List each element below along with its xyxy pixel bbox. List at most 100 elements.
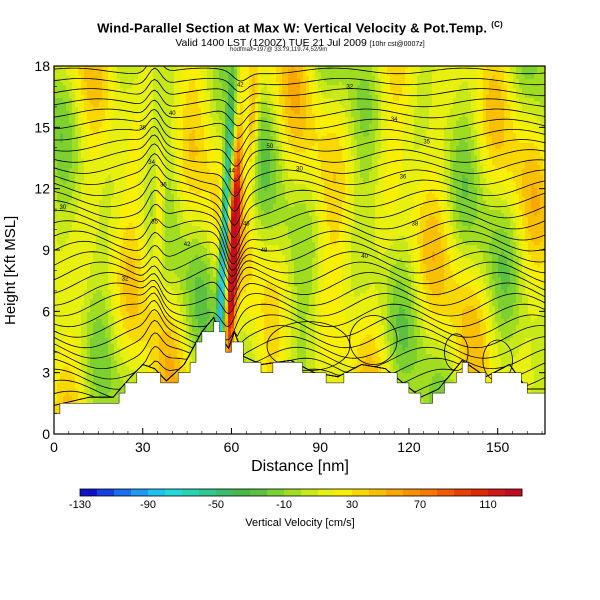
colorbar-tick-label: -130 xyxy=(69,499,91,511)
colorbar-swatch xyxy=(505,489,523,496)
y-tick-label: 15 xyxy=(34,119,50,135)
isentrope-line xyxy=(54,286,545,328)
colorbar-swatch xyxy=(284,489,302,496)
isentrope-line xyxy=(54,67,545,93)
terrain-profile xyxy=(54,321,545,434)
isentrope-line xyxy=(54,99,545,127)
y-tick-label: 12 xyxy=(34,181,50,197)
colorbar-swatch xyxy=(199,489,217,496)
isentrope-line xyxy=(54,251,545,285)
isentrope-label: 36 xyxy=(160,183,167,189)
isentrope-line xyxy=(54,309,545,349)
isentrope-line xyxy=(54,134,545,182)
isentrope-label: 34 xyxy=(148,160,155,166)
isentrope-label: 35 xyxy=(151,219,158,225)
x-tick-label: 0 xyxy=(50,439,58,455)
colorbar-swatch xyxy=(386,489,404,496)
y-tick-label: 18 xyxy=(34,58,50,74)
colorbar-swatch xyxy=(369,489,387,496)
colorbar-swatch xyxy=(250,489,268,496)
colorbar-frame xyxy=(79,488,523,497)
isentrope-line xyxy=(54,292,545,341)
isentrope-label: 30 xyxy=(60,205,67,211)
isentrope-line xyxy=(54,89,545,115)
colorbar-swatch xyxy=(114,489,132,496)
isentrope-line xyxy=(54,316,545,380)
colorbar-swatch xyxy=(488,489,506,496)
colorbar: -130 -90 -50 -10 30 70 110 xyxy=(69,488,523,511)
colorbar-swatch xyxy=(437,489,455,496)
closed-contour xyxy=(266,321,351,372)
x-tick-label: 30 xyxy=(135,439,151,455)
chart-subtitle: Valid 1400 LST (1200Z) TUE 21 Jul 2009 [… xyxy=(0,37,600,49)
x-tick-label: 150 xyxy=(486,439,510,455)
isentrope-label: 48 xyxy=(261,248,268,254)
isentrope-label: 40 xyxy=(169,111,176,117)
x-tick-label: 90 xyxy=(312,439,328,455)
colorbar-swatch xyxy=(165,489,183,496)
isentrope-line xyxy=(54,164,545,227)
colorbar-swatch xyxy=(182,489,200,496)
chart-title-text: Wind-Parallel Section at Max W: Vertical… xyxy=(97,20,488,36)
y-axis-label: Height [Kft MSL] xyxy=(2,215,19,325)
isentrope-line xyxy=(54,230,545,271)
isentrope-line xyxy=(54,108,545,139)
closed-contour xyxy=(349,315,398,365)
colorbar-swatch xyxy=(454,489,472,496)
isentrope-line xyxy=(54,218,545,265)
isentrope-line xyxy=(54,176,545,239)
isentrope-label: 34 xyxy=(391,117,398,123)
y-tick-label: 0 xyxy=(42,426,50,442)
valid-time: Valid 1400 LST (1200Z) TUE 21 Jul 2009 xyxy=(175,37,367,49)
y-tick-label: 6 xyxy=(42,303,50,319)
isentrope-label: 42 xyxy=(184,242,191,248)
colorbar-swatch xyxy=(216,489,234,496)
closed-contour xyxy=(444,333,469,372)
colorbar-tick-label: -90 xyxy=(140,499,156,511)
colorbar-swatch xyxy=(403,489,421,496)
colorbar-swatch xyxy=(131,489,149,496)
isentrope-line xyxy=(54,261,545,293)
isentrope-line xyxy=(54,203,545,258)
forecast-info: [10hr cst@0007z] xyxy=(369,41,425,48)
terrain xyxy=(54,321,545,434)
y-tick-label: 3 xyxy=(42,365,50,381)
colorbar-swatch xyxy=(80,489,98,496)
isentrope-label: 42 xyxy=(237,82,244,88)
isentrope-label: 40 xyxy=(361,254,368,260)
colorbar-swatch xyxy=(352,489,370,496)
isentrope-line xyxy=(54,316,545,370)
colorbar-swatch xyxy=(233,489,251,496)
isentrope-line xyxy=(54,153,545,213)
colorbar-swatch xyxy=(148,489,166,496)
colorbar-swatch xyxy=(420,489,438,496)
x-axis-label: Distance [nm] xyxy=(251,458,349,475)
isentrope-label: 38 xyxy=(412,222,419,228)
isentrope-line xyxy=(54,66,545,82)
colorbar-swatch xyxy=(97,489,115,496)
x-tick-label: 120 xyxy=(397,439,421,455)
isentrope-line xyxy=(54,272,545,303)
isentrope-line xyxy=(54,117,545,153)
title-mark: (C) xyxy=(491,20,503,29)
isentrope-label: 46 xyxy=(243,222,250,228)
isentrope-line xyxy=(54,279,545,315)
isentrope-line xyxy=(54,189,545,249)
isentrope-line xyxy=(54,78,545,104)
x-tick-label: 60 xyxy=(224,439,240,455)
colorbar-tick-label: 70 xyxy=(414,499,426,511)
isentrope-label: 35 xyxy=(423,140,430,146)
y-tick-label: 9 xyxy=(42,242,50,258)
isentrope-label: 44 xyxy=(228,168,235,174)
colorbar-tick-label: -50 xyxy=(208,499,224,511)
isentrope-contours: 30 32 34 35 36 38 40 42 44 46 48 50 30 32 34 35 36 38 40 42 xyxy=(54,66,545,406)
isentrope-label: 50 xyxy=(267,144,274,150)
colorbar-swatch xyxy=(335,489,353,496)
colorbar-swatch xyxy=(301,489,319,496)
colorbar-tick-label: -10 xyxy=(276,499,292,511)
colorbar-tick-label: 110 xyxy=(479,499,497,511)
colorbar-label: Vertical Velocity [cm/s] xyxy=(245,517,355,529)
isentrope-label: 30 xyxy=(296,166,303,172)
